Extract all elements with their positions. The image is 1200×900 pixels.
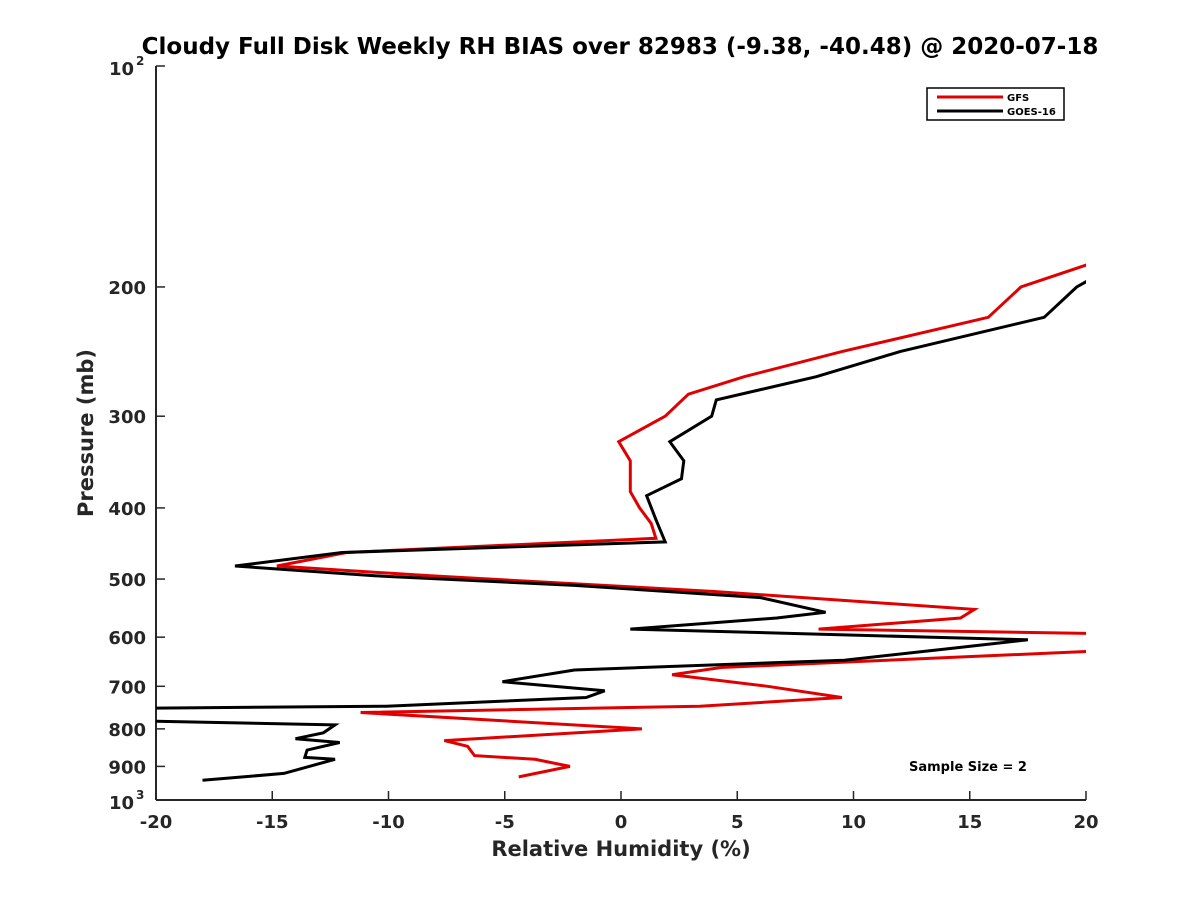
y-tick-label-exponent: 3 xyxy=(136,788,144,802)
series-line-gfs xyxy=(276,263,1086,779)
x-tick-label: 5 xyxy=(731,812,744,833)
series-line-goes-16 xyxy=(156,280,1086,782)
y-tick-label: 900 xyxy=(108,757,146,778)
x-ticks: -20 -15 -10 -5 0 5 10 15 20 xyxy=(140,791,1099,833)
y-tick-label: 500 xyxy=(108,570,146,591)
x-tick-label: 15 xyxy=(957,812,982,833)
x-axis-label: Relative Humidity (%) xyxy=(491,837,750,861)
y-tick-label: 600 xyxy=(108,628,146,649)
y-tick-label: 400 xyxy=(108,499,146,520)
legend: GFS GOES-16 xyxy=(926,87,1065,121)
y-tick-label: 800 xyxy=(108,720,146,741)
x-tick-label: -20 xyxy=(140,812,173,833)
y-tick-label-base: 10 xyxy=(109,59,134,80)
sample-size-annotation: Sample Size = 2 xyxy=(909,760,1027,775)
x-tick-label: 20 xyxy=(1073,812,1098,833)
y-tick-label: 300 xyxy=(108,407,146,428)
x-tick-label: 10 xyxy=(841,812,866,833)
x-tick-label: 0 xyxy=(615,812,628,833)
y-tick-label: 200 xyxy=(108,278,146,299)
series-layer xyxy=(156,263,1086,782)
y-axis-label: Pressure (mb) xyxy=(74,349,98,517)
legend-box xyxy=(926,87,1065,121)
x-tick-label: -5 xyxy=(495,812,515,833)
y-tick-label-exponent: 2 xyxy=(136,54,144,68)
legend-label: GFS xyxy=(1007,93,1029,104)
y-tick-label-base: 10 xyxy=(109,793,134,814)
legend-label: GOES-16 xyxy=(1007,107,1056,118)
chart-title: Cloudy Full Disk Weekly RH BIAS over 829… xyxy=(142,34,1099,60)
x-tick-label: -10 xyxy=(372,812,405,833)
x-tick-label: -15 xyxy=(256,812,289,833)
y-tick-label: 700 xyxy=(108,677,146,698)
